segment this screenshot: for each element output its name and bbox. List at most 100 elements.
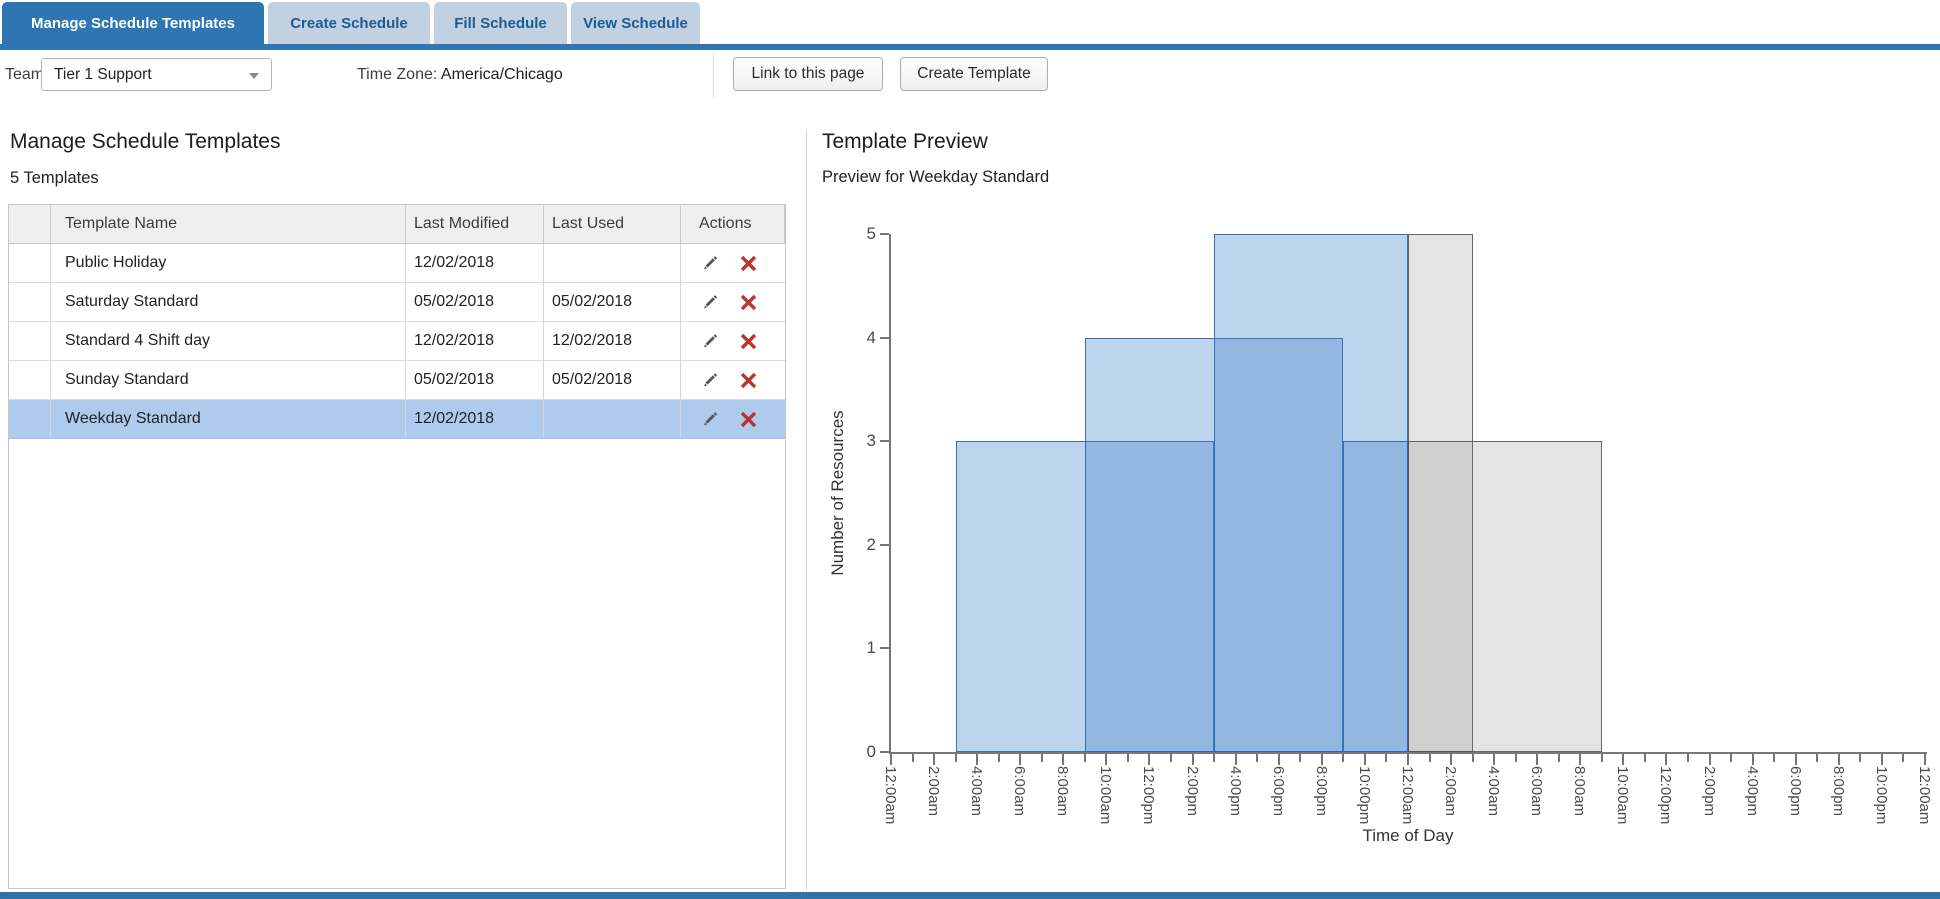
y-axis-tick [880, 233, 889, 235]
pencil-icon[interactable] [699, 369, 721, 391]
x-axis-tick-label: 12:00pm [1657, 766, 1675, 825]
actions-cell [681, 244, 785, 282]
pencil-icon[interactable] [699, 330, 721, 352]
table-body: Public Holiday 12/02/2018 Saturday Standar… [9, 244, 785, 439]
x-axis-tick-label: 10:00am [1614, 766, 1632, 825]
x-axis-tick [1428, 754, 1431, 762]
team-select[interactable]: Tier 1 Support [41, 58, 272, 91]
shift-bar-blue [955, 441, 1215, 752]
x-axis-tick-label: 4:00am [968, 766, 986, 817]
row-selector-cell [9, 361, 51, 399]
templates-count: 5 Templates [10, 169, 99, 187]
row-selector-cell [9, 283, 51, 321]
actions-cell [681, 283, 785, 321]
preview-panel-title: Template Preview [822, 130, 988, 153]
timezone-value: America/Chicago [440, 66, 563, 83]
templates-panel-title: Manage Schedule Templates [10, 130, 281, 153]
x-axis-tick [1342, 754, 1345, 762]
template-name-cell: Standard 4 Shift day [51, 322, 406, 360]
header-last-used: Last Used [544, 205, 681, 243]
x-axis-tick [890, 754, 892, 765]
x-axis-tick [1902, 754, 1905, 762]
last-used-cell [544, 244, 681, 282]
x-axis-tick [1256, 754, 1259, 762]
x-axis-tick [1040, 754, 1043, 762]
last-modified-cell: 05/02/2018 [406, 361, 544, 399]
link-to-page-button[interactable]: Link to this page [733, 57, 883, 91]
x-axis-tick [1859, 754, 1862, 762]
table-row[interactable]: Saturday Standard 05/02/2018 05/02/2018 [9, 283, 785, 322]
x-axis-tick [1514, 754, 1517, 762]
delete-x-icon[interactable] [737, 369, 759, 391]
x-axis-tick-label: 8:00pm [1829, 766, 1847, 817]
table-row[interactable]: Sunday Standard 05/02/2018 05/02/2018 [9, 361, 785, 400]
last-used-cell [544, 400, 681, 438]
tab-view-schedule[interactable]: View Schedule [571, 2, 700, 44]
dropdown-caret-icon [249, 73, 259, 79]
table-row[interactable]: Public Holiday 12/02/2018 [9, 244, 785, 283]
header-actions: Actions [681, 205, 785, 243]
x-axis-line [889, 752, 1927, 754]
table-row[interactable]: Weekday Standard 12/02/2018 [9, 400, 785, 439]
x-axis-tick [1105, 754, 1108, 765]
x-axis-tick [1773, 754, 1776, 762]
x-axis-tick [911, 754, 914, 762]
preview-subtitle: Preview for Weekday Standard [822, 168, 1050, 186]
x-axis-tick [1083, 754, 1086, 762]
row-selector-cell [9, 322, 51, 360]
x-axis-tick [1880, 754, 1883, 765]
last-modified-cell: 12/02/2018 [406, 322, 544, 360]
pencil-icon[interactable] [699, 408, 721, 430]
y-axis-tick-label: 5 [866, 224, 876, 243]
last-used-cell: 05/02/2018 [544, 283, 681, 321]
y-axis-tick [880, 751, 889, 753]
x-axis-tick [1923, 754, 1926, 765]
tab-underline [0, 44, 1940, 50]
table-row[interactable]: Standard 4 Shift day 12/02/2018 12/02/2018 [9, 322, 785, 361]
chart-x-axis-title: Time of Day [1362, 826, 1454, 845]
header-template-name: Template Name [51, 205, 406, 243]
last-modified-cell: 05/02/2018 [406, 283, 544, 321]
x-axis-tick [1148, 754, 1151, 765]
delete-x-icon[interactable] [737, 252, 759, 274]
x-axis-tick-label: 4:00pm [1743, 766, 1761, 817]
create-template-button[interactable]: Create Template [900, 57, 1048, 91]
tab-manage-schedule-templates[interactable]: Manage Schedule Templates [2, 2, 264, 44]
x-axis-tick [1600, 754, 1603, 762]
row-selector-cell [9, 244, 51, 282]
x-axis-tick [1019, 754, 1022, 765]
template-name-cell: Sunday Standard [51, 361, 406, 399]
delete-x-icon[interactable] [737, 291, 759, 313]
x-axis-tick [1837, 754, 1840, 765]
x-axis-tick [1213, 754, 1216, 762]
actions-cell [681, 400, 785, 438]
x-axis-tick-label: 2:00pm [1183, 766, 1201, 817]
x-axis-tick-label: 12:00am [1398, 766, 1416, 825]
y-axis-tick-label: 3 [866, 431, 876, 451]
y-axis-tick-label: 2 [866, 534, 876, 554]
x-axis-tick [1643, 754, 1646, 762]
header-last-modified: Last Modified [406, 205, 544, 243]
delete-x-icon[interactable] [737, 408, 759, 430]
x-axis-tick [1234, 754, 1237, 765]
tab-fill-schedule[interactable]: Fill Schedule [434, 2, 567, 44]
pencil-icon[interactable] [699, 252, 721, 274]
x-axis-tick-label: 12:00am [882, 766, 899, 825]
delete-x-icon[interactable] [737, 330, 759, 352]
pencil-icon[interactable] [699, 291, 721, 313]
x-axis-tick [976, 754, 979, 765]
y-axis-tick-label: 0 [866, 742, 876, 761]
x-axis-tick-label: 8:00am [1571, 766, 1589, 817]
x-axis-tick [1406, 754, 1409, 765]
x-axis-tick-label: 2:00am [1442, 766, 1460, 817]
team-label: Team: [5, 66, 49, 83]
template-name-cell: Saturday Standard [51, 283, 406, 321]
last-modified-cell: 12/02/2018 [406, 244, 544, 282]
header-selector-col [9, 205, 51, 243]
x-axis-tick [1170, 754, 1173, 762]
x-axis-tick [1385, 754, 1388, 762]
x-axis-tick [1277, 754, 1280, 765]
tab-create-schedule[interactable]: Create Schedule [268, 2, 430, 44]
x-axis-tick-label: 2:00am [925, 766, 943, 817]
